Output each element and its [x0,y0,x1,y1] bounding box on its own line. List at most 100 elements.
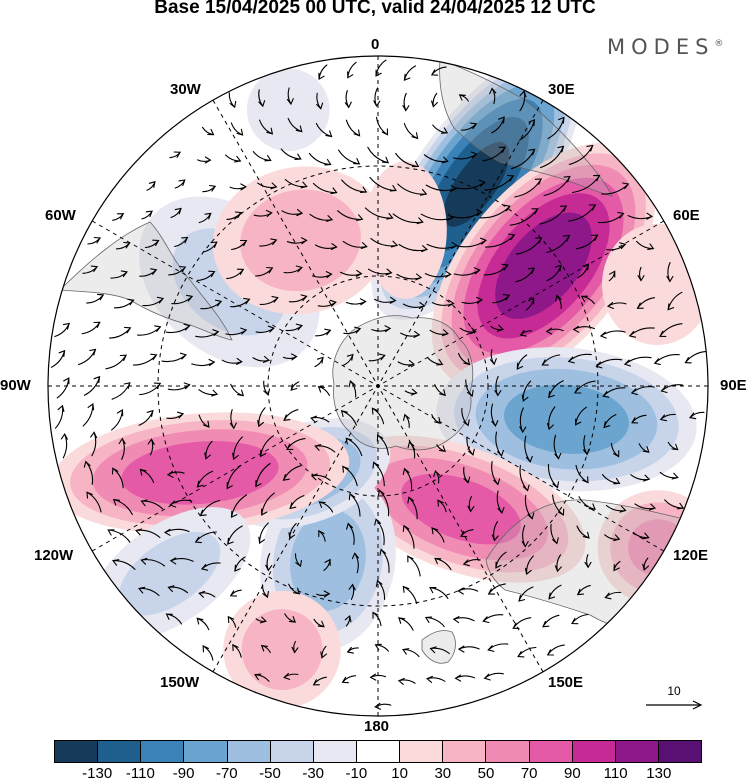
wind-vector-arrow [659,413,676,422]
colorbar [54,740,702,763]
wind-vector-arrow [630,386,655,396]
wind-vector-arrow [371,407,385,425]
reference-vector-label: 10 [667,684,681,698]
wind-vector-arrow [482,146,507,162]
wind-vector-arrow [345,437,363,457]
wind-vector-arrow [580,295,595,305]
wind-vector-arrow [524,435,533,463]
colorbar-swatch [443,741,487,762]
wind-vector-arrow [317,385,330,396]
wind-vector-arrow [259,238,278,247]
wind-vector-arrow [226,211,243,220]
wind-vector-arrow [638,443,650,453]
wind-vector-arrow [403,65,417,81]
wind-vector-arrow [146,180,156,191]
wind-vector-arrow [496,490,505,515]
colorbar-swatch [356,741,401,762]
wind-vector-arrow [373,87,381,108]
wind-vector-arrow [255,462,271,488]
wind-vector-arrow [341,179,368,194]
wind-vector-arrow [547,116,565,140]
wind-vector-arrow [338,149,361,165]
wind-vector-arrow [258,89,266,108]
wind-vector-arrow [495,551,507,569]
wind-vector-arrow [232,436,243,461]
wind-vector-arrow [604,534,621,542]
wind-vector-arrow [546,234,571,254]
wind-vector-arrow [314,243,338,251]
wind-vector-arrow [196,270,216,281]
wind-vector-arrow [516,354,528,370]
wind-vector-arrow [374,702,392,710]
chart-title: Base 15/04/2025 00 UTC, valid 24/04/2025… [154,0,596,18]
wind-vector-arrow [430,66,447,76]
wind-vector-arrow [375,116,389,136]
wind-vector-arrow [667,441,679,451]
wind-vector-arrow [424,616,445,628]
wind-vector-arrow [342,465,358,487]
colorbar-swatch [615,741,659,762]
wind-vector-arrow [577,263,590,279]
colorbar-swatch [486,741,530,762]
wind-vector-arrow [603,414,617,429]
wind-vector-arrow [346,522,355,545]
wind-vector-arrow [348,492,361,517]
wind-vector-arrow [487,583,506,595]
wind-vector-arrow [166,411,185,419]
wind-vector-arrow [479,204,511,219]
wind-vector-arrow [318,529,326,542]
wind-vector-arrow [465,379,474,398]
colorbar-swatch [98,741,142,762]
wind-vector-arrow [286,87,294,106]
wind-vector-arrow [459,327,477,335]
wind-vector-arrow [582,435,591,456]
wind-vectors [50,59,708,710]
colorbar-swatch [184,741,228,762]
wind-vector-arrow [548,584,562,600]
wind-vector-arrow [642,557,650,571]
colorbar-tick-label: -90 [172,765,195,782]
wind-vector-arrow [351,552,359,574]
positive-anomaly-contour [241,609,323,691]
meridian-line [212,99,544,673]
wind-vector-arrow [452,616,475,624]
wind-vector-arrow [510,148,536,170]
lon-label-0: 0 [371,36,380,53]
wind-vector-arrow [602,387,626,398]
wind-vector-arrow [519,90,527,112]
wind-vector-arrow [261,584,269,599]
wind-vector-arrow [572,325,595,333]
wind-vector-arrow [60,433,68,459]
wind-vector-arrow [81,321,101,335]
wind-vector-arrow [147,438,155,456]
wind-vector-arrow [168,265,187,276]
wind-vector-arrow [398,617,414,631]
wind-vector-arrow [367,268,393,276]
wind-vector-arrow [372,611,382,627]
wind-vector-arrow [231,239,248,251]
wind-vector-arrow [255,325,275,333]
wind-vector-arrow [453,267,481,276]
wind-vector-arrow [252,151,272,162]
colorbar-tick-label: 110 [603,765,628,782]
wind-vector-arrow [653,354,680,366]
colorbar-swatch [400,741,444,762]
wind-vector-arrow [459,529,474,538]
wind-vector-arrow [288,522,297,540]
wind-vector-arrow [90,431,98,457]
wind-vector-arrow [314,444,336,453]
wind-vector-arrow [110,270,128,279]
wind-vector-arrow [461,407,470,427]
positive-anomaly-contour [401,473,521,545]
wind-vector-arrow [555,294,562,310]
wind-vector-arrow [137,586,160,597]
colorbar-tick-label: -10 [345,765,368,782]
wind-vector-arrow [489,87,497,105]
wind-vector-arrow [282,465,302,481]
wind-vector-arrow [431,527,445,543]
wind-vector-arrow [109,326,132,339]
wind-vector-arrow [568,204,597,222]
wind-vector-arrow [368,353,386,362]
lon-label-60e: 60E [673,207,700,224]
wind-vector-arrow [167,585,189,594]
